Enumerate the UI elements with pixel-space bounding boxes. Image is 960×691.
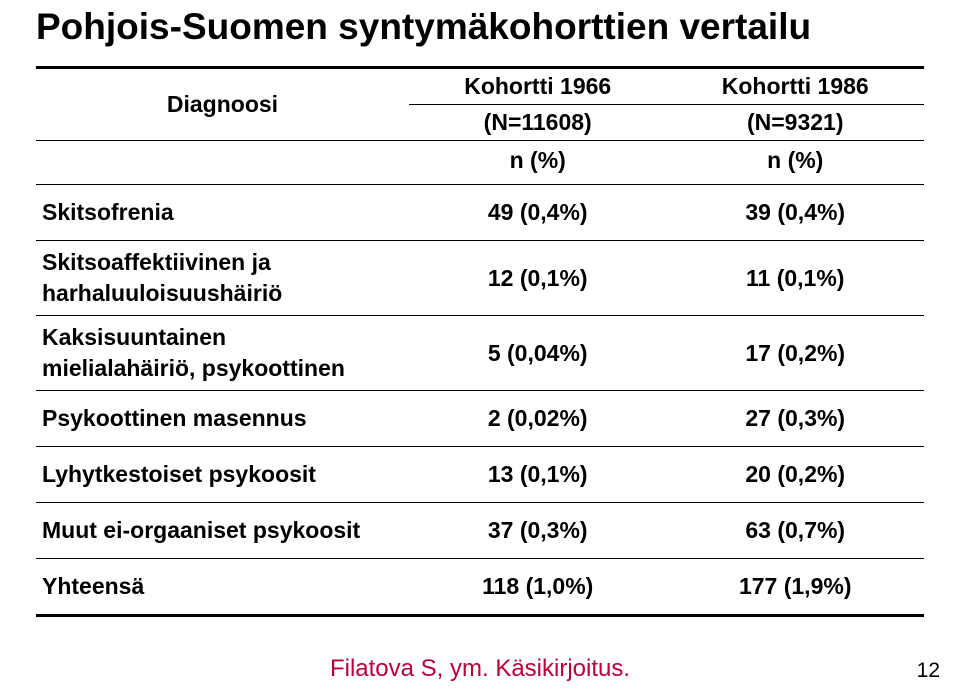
page-title: Pohjois-Suomen syntymäkohorttien vertail…: [36, 6, 924, 48]
row-label: Psykoottinen masennus: [36, 391, 409, 447]
row-val-c2: 17 (0,2%): [666, 316, 924, 391]
header-col2-line1: Kohortti 1986: [666, 68, 924, 105]
row-val-c2: 20 (0,2%): [666, 447, 924, 503]
subheader-col1: n (%): [409, 141, 667, 185]
row-label-line2: mielialahäiriö, psykoottinen: [42, 355, 345, 381]
row-label: Muut ei-orgaaniset psykoosit: [36, 503, 409, 559]
footer-citation: Filatova S, ym. Käsikirjoitus.: [0, 655, 960, 683]
row-val-c1: 13 (0,1%): [409, 447, 667, 503]
row-label: Kaksisuuntainen mielialahäiriö, psykoott…: [36, 316, 409, 391]
row-val-c1: 5 (0,04%): [409, 316, 667, 391]
row-val-c1: 12 (0,1%): [409, 241, 667, 316]
row-val-c2: 63 (0,7%): [666, 503, 924, 559]
total-label: Yhteensä: [36, 559, 409, 616]
row-val-c2: 11 (0,1%): [666, 241, 924, 316]
header-col1-line2: (N=11608): [409, 105, 667, 141]
row-val-c2: 27 (0,3%): [666, 391, 924, 447]
total-c2: 177 (1,9%): [666, 559, 924, 616]
row-val-c1: 2 (0,02%): [409, 391, 667, 447]
header-diagnosis-label: Diagnoosi: [36, 68, 409, 141]
subheader-col2: n (%): [666, 141, 924, 185]
comparison-table: Diagnoosi Kohortti 1966 Kohortti 1986 (N…: [36, 66, 924, 617]
header-col1-line1: Kohortti 1966: [409, 68, 667, 105]
total-c1: 118 (1,0%): [409, 559, 667, 616]
row-val-c2: 39 (0,4%): [666, 185, 924, 241]
row-label-line1: Skitsoaffektiivinen ja: [42, 249, 271, 275]
row-label: Skitsofrenia: [36, 185, 409, 241]
row-label: Skitsoaffektiivinen ja harhaluuloisuushä…: [36, 241, 409, 316]
row-val-c1: 37 (0,3%): [409, 503, 667, 559]
row-label: Lyhytkestoiset psykoosit: [36, 447, 409, 503]
page-number: 12: [917, 659, 940, 683]
row-val-c1: 49 (0,4%): [409, 185, 667, 241]
row-label-line2: harhaluuloisuushäiriö: [42, 280, 282, 306]
header-col2-line2: (N=9321): [666, 105, 924, 141]
row-label-line1: Kaksisuuntainen: [42, 324, 226, 350]
subheader-blank: [36, 141, 409, 185]
